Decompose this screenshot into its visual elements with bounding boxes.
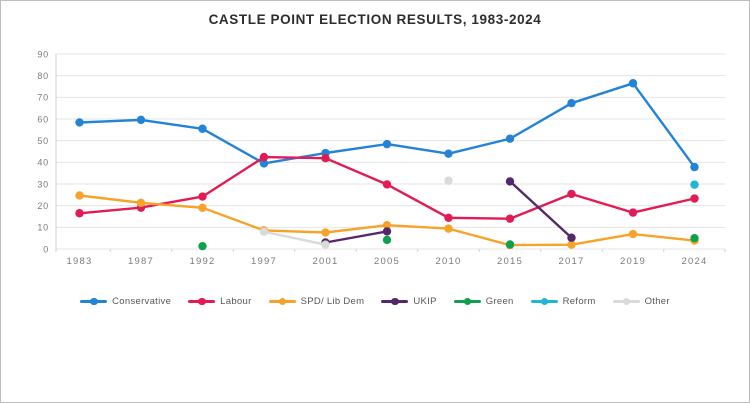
legend-marker-ukip <box>381 297 409 306</box>
legend-item-ukip: UKIP <box>381 296 436 307</box>
data-point-spd-lib-dem-1987 <box>136 198 146 208</box>
y-axis-tick-label: 20 <box>37 201 49 211</box>
x-axis-tick-label: 2005 <box>374 256 400 267</box>
y-axis-tick-label: 80 <box>37 71 49 81</box>
data-point-spd-lib-dem-1983 <box>75 191 84 200</box>
y-axis-tick-label: 50 <box>37 136 49 146</box>
x-axis-tick-label: 1992 <box>190 256 216 267</box>
y-axis-tick-label: 90 <box>37 49 49 59</box>
y-axis-tick-label: 10 <box>37 223 49 233</box>
data-point-conservative-2010 <box>444 149 453 158</box>
legend-item-other: Other <box>612 296 670 307</box>
series-line-ukip <box>324 180 573 244</box>
data-point-conservative-2024 <box>690 162 699 172</box>
data-point-conservative-1987 <box>136 115 146 125</box>
legend-dot-spd-lib-dem <box>278 297 287 306</box>
x-axis-tick-label: 2010 <box>436 256 462 267</box>
data-point-spd-lib-dem-2017 <box>567 240 576 249</box>
y-axis-tick-label: 0 <box>43 244 49 254</box>
y-axis-tick-label: 60 <box>37 114 49 124</box>
data-point-labour-2024 <box>690 194 699 203</box>
data-point-conservative-2015 <box>505 134 515 143</box>
y-axis-tick-label: 30 <box>37 179 49 189</box>
data-point-green-2005 <box>382 235 392 245</box>
data-point-ukip-2005 <box>382 227 392 236</box>
y-axis-tick-label: 70 <box>37 93 49 103</box>
data-point-conservative-1992 <box>198 124 207 133</box>
data-point-ukip-2015 <box>505 177 515 186</box>
x-axis-tick-label: 1983 <box>67 256 93 267</box>
series-line-conservative <box>78 82 696 169</box>
data-point-spd-lib-dem-2019 <box>628 229 638 239</box>
data-point-labour-1997 <box>259 152 269 162</box>
data-point-conservative-2019 <box>628 79 638 88</box>
data-point-conservative-1997 <box>259 159 269 168</box>
data-point-spd-lib-dem-2005 <box>382 220 392 230</box>
legend-item-spd-lib-dem: SPD/ Lib Dem <box>268 296 365 307</box>
data-point-other-2010 <box>444 176 453 185</box>
x-axis-tick-label: 2024 <box>682 256 708 267</box>
data-point-reform-2024 <box>690 180 699 189</box>
data-point-spd-lib-dem-1992 <box>198 203 207 213</box>
legend-label: SPD/ Lib Dem <box>300 296 365 307</box>
election-line-chart: 0 10 20 30 40 50 60 70 80 90 1983 1987 1992 1997 2001 2… <box>37 49 726 267</box>
legend-dot-other <box>622 297 631 306</box>
legend-item-reform: Reform <box>530 296 596 307</box>
legend-label: Other <box>644 296 670 307</box>
x-axis-tick-label: 1997 <box>251 256 277 267</box>
legend-marker-green <box>453 297 481 306</box>
legend-marker-spd-lib-dem <box>268 297 296 306</box>
legend-marker-other <box>612 297 640 306</box>
data-point-labour-2015 <box>505 214 515 223</box>
legend-item-green: Green <box>453 296 514 307</box>
data-point-spd-lib-dem-2010 <box>444 224 453 233</box>
legend-marker-conservative <box>80 297 108 306</box>
legend-marker-labour <box>188 297 216 306</box>
legend-dot-reform <box>540 297 549 306</box>
data-point-conservative-2017 <box>567 98 576 108</box>
legend-dot-green <box>463 297 472 306</box>
x-axis-tick-label: 2001 <box>313 256 339 267</box>
legend-marker-reform <box>530 297 558 306</box>
data-point-conservative-1983 <box>75 118 84 127</box>
data-point-labour-2010 <box>444 213 453 222</box>
legend-label: Conservative <box>112 296 172 307</box>
data-point-labour-2001 <box>321 154 330 163</box>
legend-dot-ukip <box>391 297 399 306</box>
x-axis-tick-label: 2017 <box>559 256 585 267</box>
y-axis-tick-label: 40 <box>37 158 49 168</box>
x-axis-tick-label: 1987 <box>128 256 154 267</box>
data-point-green-2024 <box>690 233 699 243</box>
data-point-other-1997 <box>259 227 269 236</box>
legend-item-labour: Labour <box>188 296 251 307</box>
chart-title: CASTLE POINT ELECTION RESULTS, 1983-2024 <box>208 12 542 27</box>
data-point-green-1992 <box>198 241 207 251</box>
legend-label: Reform <box>562 296 596 307</box>
legend-label: Green <box>485 296 514 307</box>
data-point-other-2001 <box>321 240 330 249</box>
data-point-labour-2019 <box>628 208 638 217</box>
data-point-labour-1983 <box>75 209 84 218</box>
chart-legend: Conservative Labour SPD/ Lib Dem UKIP Green R… <box>1 296 749 307</box>
series-line-other <box>264 181 449 245</box>
legend-label: UKIP <box>413 296 437 307</box>
data-point-conservative-2005 <box>382 139 392 149</box>
legend-label: Labour <box>220 296 252 307</box>
data-point-labour-1992 <box>198 192 207 201</box>
x-axis-tick-label: 2019 <box>620 256 646 267</box>
x-axis-tick-label: 2015 <box>497 256 523 267</box>
legend-dot-conservative <box>90 297 98 306</box>
legend-item-conservative: Conservative <box>80 296 171 307</box>
data-point-green-2015 <box>505 240 515 249</box>
legend-dot-labour <box>198 297 206 306</box>
data-point-labour-2005 <box>382 180 392 189</box>
data-point-labour-2017 <box>567 189 576 199</box>
data-point-ukip-2017 <box>567 233 576 242</box>
data-point-spd-lib-dem-2001 <box>321 228 330 237</box>
